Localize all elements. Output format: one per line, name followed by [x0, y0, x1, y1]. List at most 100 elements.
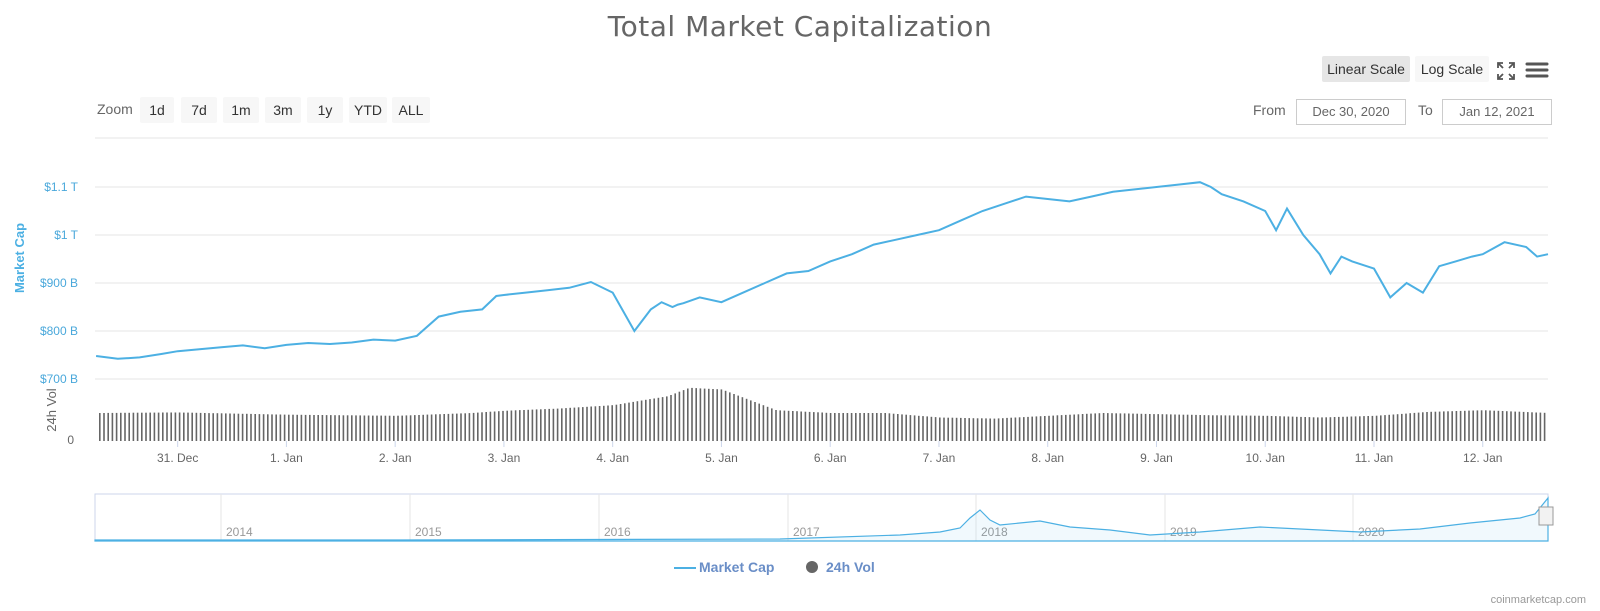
zoom-1y-button[interactable]: 1y: [307, 97, 343, 123]
volume-bar: [523, 410, 525, 441]
volume-bar: [884, 413, 886, 441]
volume-bar: [1468, 410, 1470, 441]
volume-bar: [1203, 415, 1206, 441]
volume-bar: [1149, 414, 1151, 441]
volume-bar: [972, 418, 975, 441]
volume-bar: [632, 401, 634, 441]
volume-bar: [897, 414, 899, 441]
volume-bar: [1027, 416, 1029, 441]
volume-bar: [409, 415, 412, 441]
volume-bar: [783, 410, 786, 441]
volume-bar: [1489, 410, 1491, 441]
volume-bar: [1472, 410, 1474, 441]
volume-bar: [745, 398, 748, 441]
volume-bar: [1165, 414, 1168, 441]
volume-bar: [808, 411, 811, 441]
volume-bar: [1422, 412, 1424, 441]
volume-bar: [1459, 410, 1462, 441]
volume-bar: [1010, 417, 1012, 441]
volume-bar: [1417, 412, 1420, 441]
volume-bar: [115, 412, 118, 441]
volume-bar: [758, 403, 760, 441]
y-axis-ticks: $700 B $800 B $900 B $1 T $1.1 T: [40, 180, 79, 386]
volume-bar: [464, 413, 466, 441]
legend-volume[interactable]: 24h Vol: [826, 559, 875, 575]
zoom-ytd-button[interactable]: YTD: [349, 97, 387, 123]
navigator-frame[interactable]: [94, 493, 1549, 542]
volume-bar: [258, 414, 261, 441]
volume-bar: [330, 415, 332, 441]
zoom-3m-button[interactable]: 3m: [265, 97, 301, 123]
volume-bar: [481, 412, 483, 441]
volume-bar: [1325, 417, 1327, 441]
volume-bar: [1493, 410, 1495, 441]
to-date-input[interactable]: Jan 12, 2021: [1442, 99, 1552, 125]
volume-bar: [1191, 414, 1193, 441]
volume-bar: [460, 413, 462, 441]
volume-bar: [913, 415, 916, 441]
volume-bar: [183, 412, 185, 441]
volume-bar: [1296, 416, 1298, 441]
volume-bar: [149, 412, 151, 441]
volume-bar: [1262, 415, 1264, 441]
volume-bar: [1388, 414, 1390, 441]
volume-bar: [1086, 413, 1088, 441]
volume-bar: [817, 412, 819, 441]
volume-bar: [191, 412, 193, 441]
volume-bar: [103, 413, 105, 441]
credit-link[interactable]: coinmarketcap.com: [1490, 594, 1586, 606]
volume-bar: [1073, 414, 1075, 441]
volume-bar: [1291, 416, 1294, 441]
fullscreen-icon[interactable]: [1493, 58, 1519, 84]
volume-bar: [825, 412, 828, 441]
volume-bar: [640, 400, 643, 441]
x-axis-ticks: 31. Dec 1. Jan 2. Jan 3. Jan 4. Jan 5. Jan 6. …: [157, 441, 1502, 465]
volume-bar: [1342, 416, 1344, 441]
volume-bar: [1539, 412, 1542, 441]
zoom-1m-button[interactable]: 1m: [223, 97, 259, 123]
zoom-7d-button[interactable]: 7d: [181, 97, 217, 123]
volume-bar: [107, 412, 109, 441]
volume-bar: [1174, 414, 1176, 441]
linear-scale-button[interactable]: Linear Scale: [1322, 56, 1410, 82]
zoom-all-button[interactable]: ALL: [392, 97, 430, 123]
volume-bar: [1002, 418, 1004, 441]
x-tick-label: 10. Jan: [1246, 451, 1285, 465]
volume-bar: [1354, 416, 1357, 441]
volume-bar: [477, 412, 479, 441]
from-date-input[interactable]: Dec 30, 2020: [1296, 99, 1406, 125]
navigator-handle[interactable]: [1538, 506, 1554, 526]
volume-bar: [489, 411, 492, 441]
volume-bar: [1401, 413, 1403, 441]
volume-bar: [611, 405, 613, 441]
volume-bar: [334, 415, 336, 441]
volume-bar: [1409, 413, 1411, 441]
volume-bar: [418, 415, 420, 441]
volume-bar: [212, 413, 214, 441]
volume-bar: [1476, 410, 1479, 441]
volume-bar: [1081, 414, 1084, 441]
volume-bar: [485, 412, 487, 441]
volume-bar: [934, 417, 937, 441]
volume-bar: [607, 405, 609, 441]
hamburger-menu-icon[interactable]: [1524, 58, 1550, 84]
volume-bar: [800, 411, 802, 441]
volume-bar: [981, 418, 983, 441]
volume-bar: [527, 409, 529, 441]
volume-bar: [405, 415, 408, 441]
volume-bar: [1531, 412, 1533, 441]
volume-bar: [1447, 411, 1449, 441]
volume-bar: [376, 415, 378, 441]
x-tick-label: 9. Jan: [1140, 451, 1173, 465]
legend-market-cap[interactable]: Market Cap: [699, 559, 775, 575]
volume-bar: [1329, 417, 1332, 441]
volume-bar: [653, 398, 655, 441]
volume-bar: [1283, 416, 1285, 441]
zoom-1d-button[interactable]: 1d: [140, 97, 174, 123]
log-scale-button[interactable]: Log Scale: [1415, 56, 1489, 82]
volume-bar: [1052, 415, 1054, 441]
volume-bar: [162, 412, 164, 441]
volume-bar: [506, 410, 508, 441]
volume-bar: [796, 411, 798, 441]
